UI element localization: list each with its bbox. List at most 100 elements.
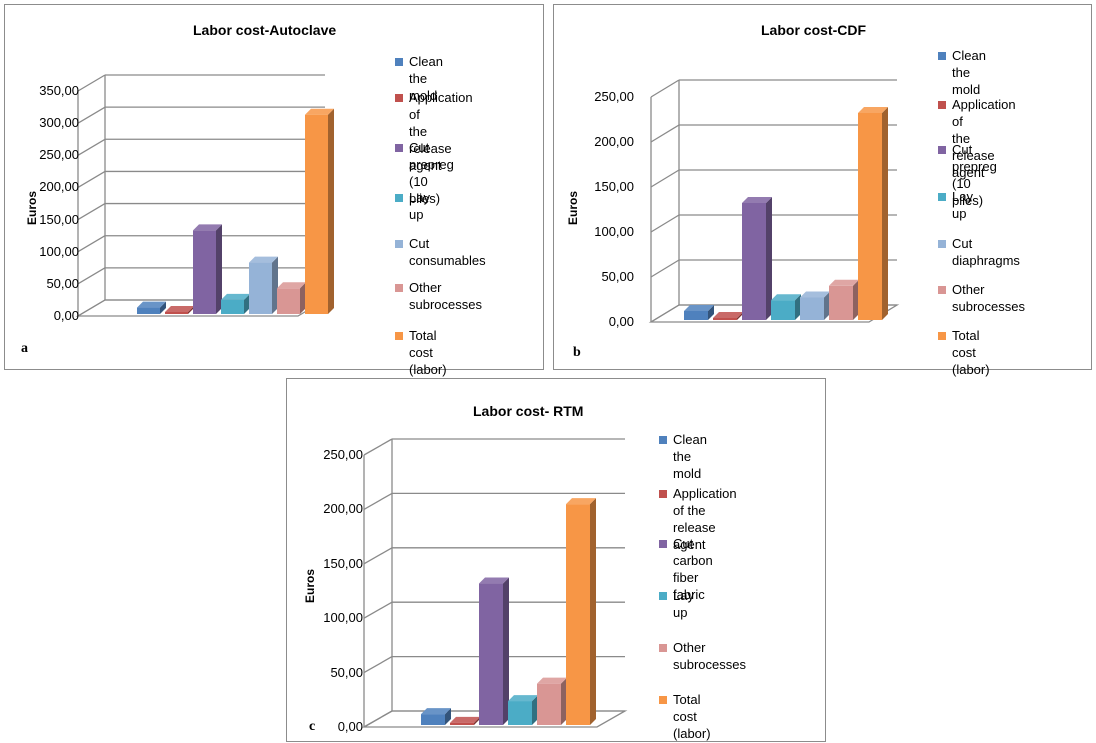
bar [713, 312, 743, 320]
legend-label: Total cost (labor) [952, 328, 990, 377]
bar-front [450, 722, 474, 725]
y-tick-label: 50,00 [46, 275, 79, 291]
bar [421, 708, 451, 725]
bar-front [221, 299, 244, 314]
chart-panel-c: Labor cost- RTM Euros c 0,00 50,00 100,00 1… [286, 378, 826, 742]
legend-swatch [938, 286, 946, 294]
chart-title-c: Labor cost- RTM [473, 403, 584, 419]
y-tick-label: 300,00 [39, 115, 79, 131]
bar-front [193, 230, 216, 314]
legend-swatch [395, 194, 403, 202]
legend-swatch [659, 644, 667, 652]
legend-swatch [938, 52, 946, 60]
bar-side [708, 305, 714, 320]
y-tick-label: 0,00 [53, 308, 79, 323]
bar-top [305, 108, 334, 115]
legend-label: Cut prepreg (10 plies) [409, 140, 454, 206]
y-tick-label: 100,00 [594, 224, 634, 239]
chart-panel-b: Labor cost-CDF Euros b 0,00 50,00 100,00 15… [553, 4, 1092, 377]
bar-top [137, 301, 166, 308]
bar-top [684, 305, 714, 311]
bar-front [305, 114, 328, 314]
legend-swatch [395, 240, 403, 248]
gridline-side [650, 124, 680, 143]
gridline-side [363, 656, 393, 674]
bar [221, 293, 250, 314]
bar-top [771, 294, 801, 301]
bar [742, 197, 772, 320]
legend-swatch [938, 193, 946, 201]
legend-label: Application of the release agent [952, 97, 1016, 180]
legend-label: Clean the mold [952, 48, 986, 97]
legend-label: Cut carbon fiber fabric [673, 536, 713, 602]
legend-swatch [395, 58, 403, 66]
bar-front [858, 113, 882, 320]
legend-swatch [659, 490, 667, 498]
bar [305, 108, 334, 314]
legend-item: Cut prepreg (10 plies) [938, 141, 997, 209]
bar [193, 224, 222, 314]
legend-item: Lay up [938, 188, 973, 222]
bar-side [737, 312, 743, 320]
legend-label: Cut diaphragms [952, 236, 1020, 268]
bar [829, 279, 859, 320]
y-axis-label-b: Euros [566, 190, 580, 225]
y-tick-label: 200,00 [323, 501, 363, 517]
bar [566, 498, 596, 725]
legend-label: Clean the mold [673, 432, 707, 481]
bar [450, 716, 480, 725]
y-tick-label: 250,00 [323, 447, 363, 462]
legend-swatch [938, 101, 946, 109]
legend-item: Lay up [395, 189, 430, 223]
panel-label-c: c [309, 719, 316, 734]
legend-item: Cut carbon fiber fabric [659, 535, 713, 603]
chart-plot-a [75, 74, 334, 317]
bar-top [165, 306, 194, 312]
legend-item: Cut consumables [395, 235, 486, 269]
gridline-side [77, 203, 106, 221]
legend-swatch [659, 696, 667, 704]
legend-swatch [659, 436, 667, 444]
legend-swatch [938, 146, 946, 154]
legend-label: Cut prepreg (10 plies) [952, 142, 997, 208]
chart-title-b: Labor cost-CDF [761, 22, 866, 38]
bar [277, 282, 306, 314]
bar [479, 577, 509, 725]
gridline-side [363, 492, 393, 510]
gridline-side [650, 169, 680, 188]
legend-swatch [659, 540, 667, 548]
y-tick-label: 0,00 [608, 314, 634, 329]
chart-panel-a: Labor cost-Autoclave Euros a 0,00 50,00 10… [4, 4, 544, 377]
legend-item: Clean the mold [659, 431, 707, 482]
y-tick-label: 350,00 [39, 83, 79, 98]
gridline-side [77, 267, 106, 285]
bar-side [188, 306, 194, 314]
legend-item: Clean the mold [938, 47, 986, 98]
y-tick-label: 50,00 [330, 664, 363, 680]
panel-label-a: a [21, 341, 28, 356]
chart-plot-b [648, 79, 900, 323]
bar-side [445, 708, 451, 725]
gridline-side [77, 170, 106, 188]
bar-side [160, 301, 166, 314]
legend-item: Total cost (labor) [938, 327, 990, 378]
legend-label: Cut consumables [409, 236, 486, 268]
bar-top [479, 577, 509, 584]
legend-label: Lay up [409, 190, 430, 222]
bar-side [244, 293, 250, 314]
bar-side [300, 282, 306, 314]
legend-item: Cut prepreg (10 plies) [395, 139, 454, 207]
legend-swatch [395, 332, 403, 340]
y-tick-label: 50,00 [601, 269, 634, 284]
bar-front [165, 312, 188, 314]
y-tick-label: 100,00 [39, 243, 79, 259]
bar [249, 256, 278, 314]
bar-front [421, 714, 445, 725]
bar-top [537, 677, 567, 684]
bar-front [137, 307, 160, 314]
bar-front [249, 262, 272, 314]
gridline-side [363, 547, 393, 565]
y-tick-label: 250,00 [594, 89, 634, 104]
bar-top [277, 282, 306, 289]
legend-swatch [938, 240, 946, 248]
